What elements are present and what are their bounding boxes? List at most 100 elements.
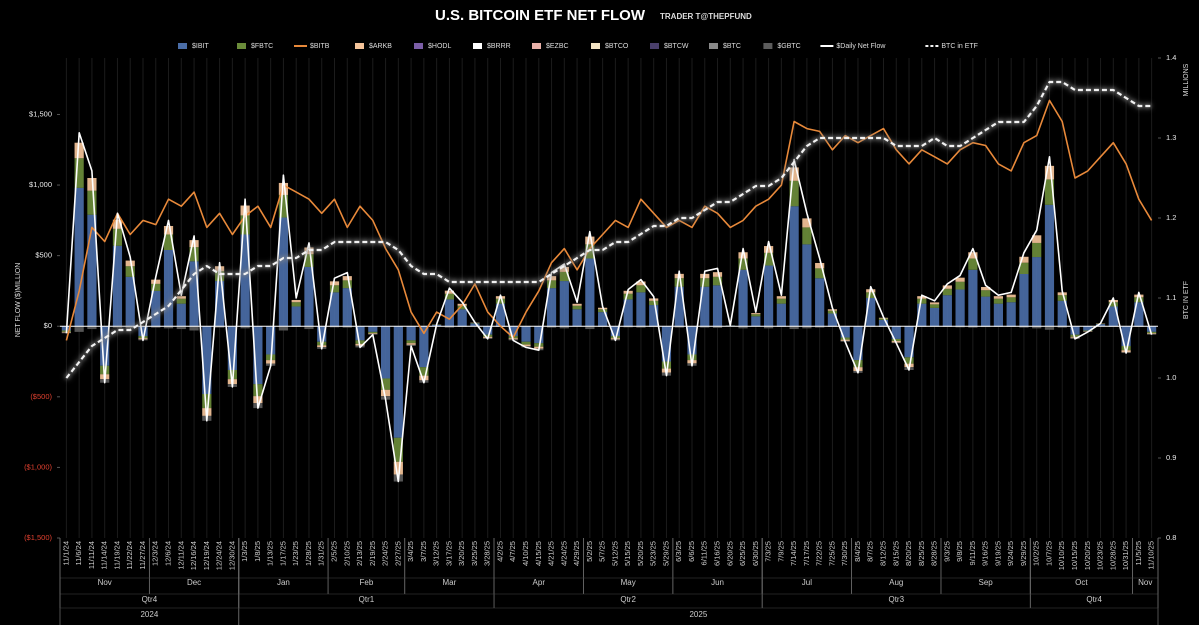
bar-segment xyxy=(610,336,620,339)
x-tick-label: 8/20/25 xyxy=(904,541,913,566)
bar-segment xyxy=(776,298,786,304)
x-tick-label: 11/1/24 xyxy=(61,541,70,565)
x-group-label: Sep xyxy=(979,578,994,587)
bar-segment xyxy=(176,303,186,327)
bar-segment xyxy=(866,292,876,298)
bar-segment xyxy=(1044,326,1055,330)
bar-segment xyxy=(278,217,289,327)
chart-subtitle: TRADER T@THEPFUND xyxy=(660,12,752,21)
bar-segment xyxy=(214,326,225,328)
x-tick-label: 10/2/25 xyxy=(1032,541,1041,566)
legend-swatch xyxy=(650,43,659,49)
x-tick-label: 6/16/25 xyxy=(713,541,722,566)
legend-label: BTC in ETF xyxy=(941,43,978,50)
bar-segment xyxy=(572,309,582,327)
x-group-label: Qtr1 xyxy=(359,595,375,604)
line xyxy=(65,132,1153,483)
x-tick-label: 9/29/25 xyxy=(1019,541,1028,566)
bar-segment xyxy=(738,252,748,259)
bar-segment xyxy=(1006,302,1016,327)
x-group-label: Feb xyxy=(360,578,374,587)
x-tick-label: 10/31/25 xyxy=(1121,541,1130,570)
bar-segment xyxy=(1147,326,1157,332)
bar-segment xyxy=(176,326,186,330)
x-tick-label: 1/31/25 xyxy=(317,541,326,566)
bar-segment xyxy=(904,326,914,358)
legend-swatch xyxy=(709,43,718,49)
bar-segment xyxy=(1032,242,1042,258)
x-tick-label: 12/11/24 xyxy=(176,541,185,570)
x-tick-label: 6/11/25 xyxy=(700,541,709,565)
x-tick-label: 4/29/25 xyxy=(572,541,581,566)
bar-segment xyxy=(1108,306,1118,327)
bar-segment xyxy=(1044,165,1055,180)
bar-segment xyxy=(1006,297,1016,303)
x-tick-label: 4/2/25 xyxy=(495,541,504,562)
bar-segment xyxy=(763,252,774,266)
bar-segment xyxy=(521,344,531,347)
legend-swatch xyxy=(473,43,482,49)
legend-label: $Daily Net Flow xyxy=(836,43,886,50)
bar-segment xyxy=(444,290,455,294)
bar-segment xyxy=(840,337,850,340)
x-tick-label: 6/3/25 xyxy=(674,541,683,562)
x-group-label: Jul xyxy=(802,578,812,587)
bar-segment xyxy=(891,338,901,342)
bar-segment xyxy=(636,285,646,293)
x-tick-label: 9/16/25 xyxy=(981,541,990,566)
bar-segment xyxy=(802,244,812,327)
bar-segment xyxy=(942,285,952,289)
bar-segment xyxy=(329,285,340,293)
x-group-label: Nov xyxy=(1138,578,1152,587)
bar-segment xyxy=(151,326,161,328)
bar-segment xyxy=(815,268,825,279)
bar-segment xyxy=(674,286,684,327)
x-tick-label: 7/3/25 xyxy=(764,541,773,562)
bar-segment xyxy=(776,303,786,327)
bar-segment xyxy=(661,361,672,369)
bar-segment xyxy=(955,277,965,282)
bar-segment xyxy=(917,298,927,304)
bar-segment xyxy=(1108,302,1118,307)
x-tick-label: 9/3/25 xyxy=(942,541,951,562)
bar-segment xyxy=(189,247,199,262)
x-tick-label: 3/7/25 xyxy=(419,541,428,562)
x-tick-label: 8/15/25 xyxy=(891,541,900,566)
x-tick-label: 11/5/25 xyxy=(1134,541,1143,565)
bar-segment xyxy=(815,278,825,327)
x-tick-label: 4/7/25 xyxy=(508,541,517,562)
bar-segment xyxy=(470,323,480,327)
x-group-label: Jan xyxy=(277,578,290,587)
bar-segment xyxy=(1019,326,1029,328)
x-tick-label: 11/10/25 xyxy=(1147,541,1156,570)
x-tick-label: 12/19/24 xyxy=(202,541,211,570)
bar-segment xyxy=(87,214,97,327)
bar-segment xyxy=(776,296,786,299)
bar-segment xyxy=(355,340,365,344)
bar-segment xyxy=(278,326,289,331)
x-group-label: Aug xyxy=(889,578,903,587)
bar-segment xyxy=(444,326,455,328)
bar-segment xyxy=(163,226,174,235)
bar-segment xyxy=(202,326,212,394)
bar-segment xyxy=(227,326,237,370)
bar-segment xyxy=(712,326,723,328)
bar-segment xyxy=(546,276,557,281)
bar-segment xyxy=(253,326,263,385)
x-group-label: Qtr4 xyxy=(142,595,158,604)
bar-segment xyxy=(483,334,493,337)
bar-segment xyxy=(572,305,582,310)
bar-segment xyxy=(419,326,429,368)
y-tick-label: $1,500 xyxy=(29,109,52,118)
y2-tick-label: 1.2 xyxy=(1166,213,1176,222)
bar-segment xyxy=(240,326,250,329)
x-group-label: Qtr2 xyxy=(620,595,636,604)
bar-segment xyxy=(763,265,774,327)
bar-segment xyxy=(163,234,174,250)
x-tick-label: 10/20/25 xyxy=(1083,541,1092,570)
bar-segment xyxy=(521,341,531,345)
bar-segment xyxy=(623,293,633,300)
x-tick-label: 6/20/25 xyxy=(725,541,734,566)
bar-segment xyxy=(240,215,250,235)
